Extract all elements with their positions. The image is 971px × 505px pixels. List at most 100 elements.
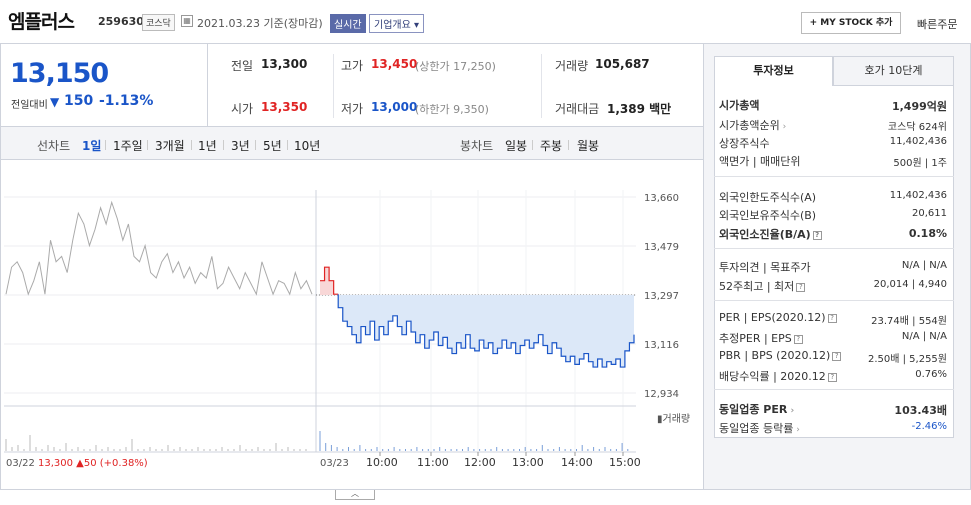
x-tick-label: 10:00 bbox=[366, 456, 398, 469]
company-info-dropdown[interactable]: 기업개요 ▾ bbox=[369, 14, 425, 33]
chevron-right-icon: › bbox=[793, 425, 800, 435]
current-price: 13,150 bbox=[10, 58, 109, 89]
help-icon[interactable]: ? bbox=[832, 351, 842, 361]
info-row-text: PER | EPS(2020.12) bbox=[719, 311, 826, 324]
stock-code: 259630 bbox=[98, 15, 144, 28]
info-row-text: 투자의견 | 목표주가 bbox=[719, 261, 811, 274]
info-row-label[interactable]: 동일업종 PER › bbox=[719, 401, 794, 417]
tab-10years[interactable]: 10년 bbox=[294, 139, 321, 153]
info-row-label: 외국인소진율(B/A)? bbox=[719, 226, 822, 242]
info-row-label[interactable]: 시가총액순위 › bbox=[719, 117, 786, 133]
help-icon[interactable]: ? bbox=[827, 372, 837, 382]
info-row-value: 코스닥 624위 bbox=[887, 122, 947, 133]
volume-value: 105,687 bbox=[595, 57, 650, 71]
info-row-text: 외국인한도주식수(A) bbox=[719, 191, 817, 204]
x-tick-label: 11:00 bbox=[417, 456, 449, 469]
info-row-label[interactable]: 동일업종 등락률 › bbox=[719, 420, 800, 436]
info-row-value: 20,014 | 4,940 bbox=[873, 279, 947, 290]
today-price-line bbox=[337, 294, 635, 368]
trade-amount-value: 1,389 백만 bbox=[607, 102, 672, 116]
today-price-line bbox=[320, 266, 339, 295]
info-row-text: 외국인보유주식수(B) bbox=[719, 209, 817, 222]
down-arrow-icon: ▼ bbox=[50, 95, 60, 109]
section-divider bbox=[714, 248, 954, 249]
trade-amount-label: 거래대금 bbox=[555, 102, 600, 116]
info-row-label: 52주최고 | 최저? bbox=[719, 278, 806, 294]
volume-label: 거래량 bbox=[555, 59, 589, 73]
chart-frame bbox=[0, 160, 704, 490]
info-row-value: 1,499억원 bbox=[891, 100, 947, 113]
tab-orderbook[interactable]: 호가 10단계 bbox=[833, 56, 954, 86]
high-value: 13,450 bbox=[371, 57, 418, 71]
x-tick-label: 14:00 bbox=[561, 456, 593, 469]
info-row-text: 상장주식수 bbox=[719, 137, 770, 150]
tab-3months[interactable]: 3개월 bbox=[155, 139, 185, 153]
info-row-label: 추정PER | EPS? bbox=[719, 330, 803, 346]
below-reference-fill bbox=[320, 295, 634, 368]
high-label: 고가 bbox=[341, 59, 364, 73]
add-my-stock-button[interactable]: + MY STOCK 추가 bbox=[801, 12, 901, 34]
lower-limit: (하한가 9,350) bbox=[415, 103, 489, 116]
tab-monthly-candle[interactable]: 월봉 bbox=[577, 139, 600, 153]
info-row-label: 외국인한도주식수(A) bbox=[719, 189, 816, 205]
market-badge: 코스닥 bbox=[142, 14, 175, 31]
price-summary-box bbox=[0, 43, 207, 127]
prev-close-value: 13,300 bbox=[261, 57, 308, 71]
info-row-value: 11,402,436 bbox=[889, 136, 947, 147]
expand-chart-button[interactable]: ︿ bbox=[335, 490, 375, 500]
x-tick-label: 13:00 bbox=[512, 456, 544, 469]
info-row-value: -2.46% bbox=[911, 421, 947, 432]
section-divider bbox=[714, 300, 954, 301]
info-row-text: 동일업종 등락률 bbox=[719, 422, 794, 435]
info-row-text: 시가총액 bbox=[719, 99, 760, 112]
info-row-label: 시가총액 bbox=[719, 97, 759, 113]
info-row-label: 상장주식수 bbox=[719, 135, 770, 151]
quick-order-link[interactable]: 빠른주문 bbox=[917, 18, 958, 31]
prev-day-price-label: 13,300 ▲50 (+0.38%) bbox=[38, 458, 148, 469]
help-icon[interactable]: ? bbox=[812, 230, 822, 240]
info-row-value: 500원 | 1주 bbox=[893, 158, 947, 169]
y-tick-label: 13,116 bbox=[644, 340, 679, 351]
info-row-label: 액면가 | 매매단위 bbox=[719, 153, 801, 169]
y-tick-label: 12,934 bbox=[644, 389, 679, 400]
tab-1week[interactable]: 1주일 bbox=[113, 139, 143, 153]
help-icon[interactable]: ? bbox=[793, 334, 803, 344]
info-row-value: N/A | N/A bbox=[901, 331, 947, 342]
low-label: 저가 bbox=[341, 102, 364, 116]
info-row-text: 외국인소진율(B/A) bbox=[719, 228, 811, 241]
above-reference-fill bbox=[320, 267, 634, 295]
info-row-text: 동일업종 PER bbox=[719, 403, 788, 416]
info-row-value: N/A | N/A bbox=[901, 260, 947, 271]
realtime-button[interactable]: 실시간 bbox=[330, 14, 366, 33]
company-info-label: 기업개요 bbox=[374, 20, 411, 31]
help-icon[interactable]: ? bbox=[827, 313, 837, 323]
open-value: 13,350 bbox=[261, 100, 308, 114]
line-chart-label: 선차트 bbox=[37, 139, 71, 153]
volume-legend: ▮거래량 bbox=[657, 413, 690, 425]
chevron-right-icon: › bbox=[779, 122, 787, 132]
tab-1year[interactable]: 1년 bbox=[198, 139, 217, 153]
info-row-text: 시가총액순위 bbox=[719, 119, 780, 132]
y-tick-label: 13,479 bbox=[644, 242, 679, 253]
section-divider bbox=[714, 176, 954, 177]
x-tick-label: 03/23 bbox=[320, 458, 349, 469]
tab-weekly-candle[interactable]: 주봉 bbox=[540, 139, 563, 153]
help-icon[interactable]: ? bbox=[796, 282, 806, 292]
info-row-text: 추정PER | EPS bbox=[719, 332, 792, 345]
prev-day-price-line bbox=[5, 200, 313, 296]
tab-1day[interactable]: 1일 bbox=[82, 139, 102, 153]
tab-5years[interactable]: 5년 bbox=[263, 139, 282, 153]
change-percent: -1.13% bbox=[99, 93, 154, 109]
base-date: 2021.03.23 기준(장마감) bbox=[197, 17, 323, 30]
y-tick-label: 13,660 bbox=[644, 193, 679, 204]
open-label: 시가 bbox=[231, 102, 254, 116]
tab-daily-candle[interactable]: 일봉 bbox=[505, 139, 528, 153]
chevron-down-icon: ▾ bbox=[414, 20, 420, 31]
tab-invest-info[interactable]: 투자정보 bbox=[714, 56, 833, 86]
info-row-label: 외국인보유주식수(B) bbox=[719, 207, 816, 223]
info-row-value: 2.50배 | 5,255원 bbox=[867, 354, 947, 365]
x-tick-label: 03/22 bbox=[6, 458, 35, 469]
tab-3years[interactable]: 3년 bbox=[231, 139, 250, 153]
info-row-value: 20,611 bbox=[912, 208, 947, 219]
